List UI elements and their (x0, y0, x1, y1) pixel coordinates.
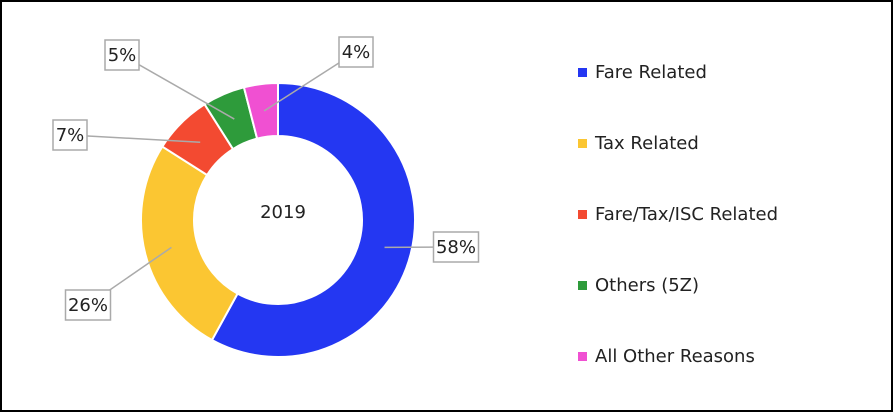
value-label-box (432, 231, 480, 263)
value-label: 5% (108, 45, 137, 66)
legend-swatch (578, 352, 587, 361)
value-label: 26% (68, 295, 108, 316)
legend-label: Tax Related (594, 133, 699, 154)
value-label-box (64, 289, 112, 321)
value-label-box (52, 119, 88, 151)
leader-line (69, 134, 201, 143)
legend-swatch (578, 139, 587, 148)
donut-slice (242, 81, 279, 140)
leader-line (121, 54, 235, 120)
legend-label: Fare/Tax/ISC Related (595, 204, 778, 225)
value-label-box (338, 36, 374, 68)
legend-label: Others (5Z) (595, 275, 699, 296)
center-label: 2019 (260, 202, 306, 223)
legend-swatch (578, 281, 587, 290)
legend-label: All Other Reasons (595, 346, 755, 367)
legend-label: Fare Related (595, 62, 707, 83)
donut-slice (140, 145, 239, 342)
legend-swatch (578, 210, 587, 219)
value-label: 58% (436, 237, 476, 258)
value-label: 4% (342, 42, 371, 63)
value-label-box (104, 39, 140, 71)
value-label: 7% (56, 125, 85, 146)
donut-slice (210, 81, 416, 358)
legend-swatch (578, 68, 587, 77)
